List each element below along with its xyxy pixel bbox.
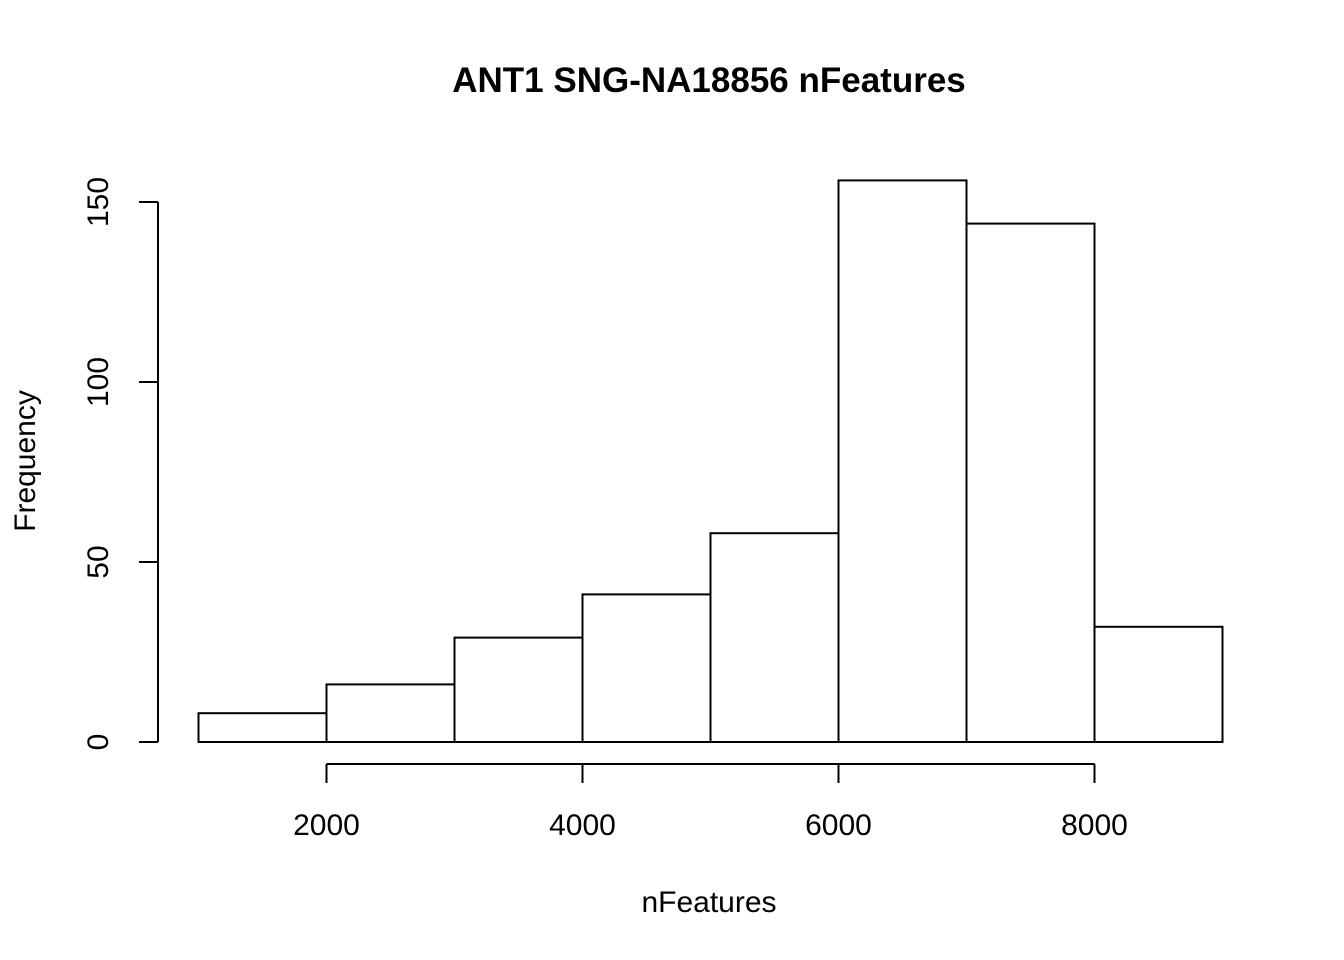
histogram-bar-3 <box>453 636 584 743</box>
histogram-bars <box>197 179 1224 744</box>
x-axis: 2000 4000 6000 8000 <box>293 763 1128 842</box>
y-tick-label-150: 150 <box>82 177 115 227</box>
histogram-bar-8 <box>1093 625 1224 743</box>
chart-title: ANT1 SNG-NA18856 nFeatures <box>452 61 966 100</box>
y-tick-label-100: 100 <box>82 357 115 407</box>
histogram-bar-6 <box>837 179 968 743</box>
y-tick-label-0: 0 <box>82 734 115 751</box>
histogram-bar-1 <box>197 712 328 744</box>
x-tick-label-2000: 2000 <box>293 809 360 842</box>
histogram-bar-2 <box>325 683 456 744</box>
x-axis-label: nFeatures <box>641 886 776 919</box>
y-axis-label: Frequency <box>9 390 42 532</box>
histogram-bar-7 <box>965 222 1096 744</box>
x-tick-label-4000: 4000 <box>549 809 616 842</box>
y-tick-label-50: 50 <box>82 545 115 578</box>
histogram-bar-4 <box>581 593 712 744</box>
x-tick-label-8000: 8000 <box>1061 809 1128 842</box>
histogram-bar-5 <box>709 532 840 744</box>
x-tick-label-6000: 6000 <box>805 809 872 842</box>
y-axis: 0 50 100 150 <box>82 177 159 751</box>
